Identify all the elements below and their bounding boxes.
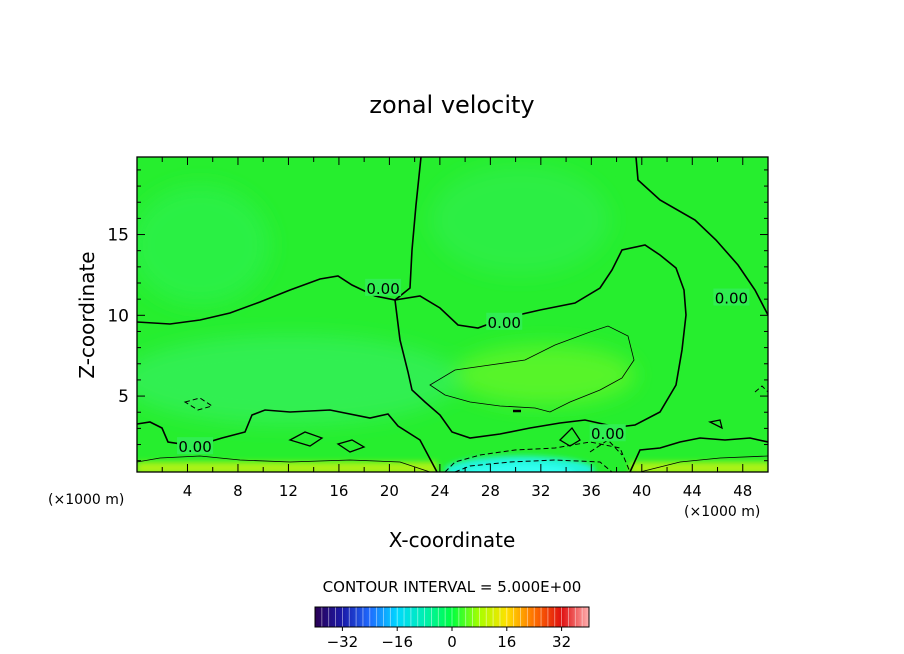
colorbar-ticks: −32 −16 0 16 32 — [327, 627, 571, 651]
plot-frame — [136, 156, 769, 473]
contour-label-backdrop — [365, 278, 402, 296]
x-tick-label: 44 — [683, 482, 702, 500]
shade-green-yellow — [455, 345, 635, 405]
contour-labels: 0.00 0.00 0.00 0.00 0.00 — [177, 278, 750, 456]
contour-zero-right — [635, 157, 768, 316]
contour-label: 0.00 — [715, 290, 748, 308]
contour-lines — [137, 157, 768, 472]
y-tick-label: 15 — [107, 226, 129, 246]
colorbar-tick-label: 16 — [497, 633, 516, 651]
contour-label: 0.00 — [591, 425, 624, 443]
x-tick-label: 36 — [582, 482, 601, 500]
x-tick-label: 40 — [632, 482, 651, 500]
x-axis-label: X-coordinate — [389, 528, 516, 552]
contour-interval-text: CONTOUR INTERVAL = 5.000E+00 — [323, 578, 582, 596]
contour-zero-islands — [288, 419, 723, 453]
shade-upper-left — [137, 185, 270, 305]
shade-ground-right — [630, 462, 768, 472]
x-tick-label: 20 — [380, 482, 399, 500]
x-tick-label: 28 — [481, 482, 500, 500]
contour-zero-center — [394, 244, 687, 429]
contour-label-backdrop — [713, 288, 750, 306]
contour-zero-low-left — [137, 409, 438, 472]
z-unit-label: (×1000 m) — [684, 504, 760, 520]
colorbar-tick-label: −16 — [381, 633, 413, 651]
shade-upper-center — [430, 165, 610, 275]
colorbar-tick-label: 32 — [552, 633, 571, 651]
contour-label-backdrop — [177, 437, 214, 455]
x-tick-label: 48 — [733, 482, 752, 500]
shade-mid-band — [137, 335, 460, 425]
x-tick-label: 12 — [279, 482, 298, 500]
x-tick-label: 16 — [329, 482, 348, 500]
colorbar-tick-label: −32 — [327, 633, 359, 651]
x-tick-label: 8 — [233, 482, 243, 500]
contour-zero-left-upper — [137, 157, 422, 325]
contour-zero-lower-center — [394, 299, 613, 439]
plot-area: 0.00 0.00 0.00 0.00 0.00 — [137, 157, 768, 472]
y-tick-label: 10 — [107, 306, 129, 326]
shade-cyan-core — [465, 464, 575, 472]
contour-label-backdrop — [486, 312, 523, 330]
x-tick-label: 4 — [183, 482, 193, 500]
contour-label: 0.00 — [178, 438, 211, 456]
colorbar: −32 −16 0 16 32 — [314, 606, 590, 651]
contour-label-backdrop — [589, 424, 626, 442]
contour-label: 0.00 — [488, 314, 521, 332]
y-axis-label: Z-coordinate — [75, 251, 99, 378]
contour-label: 0.00 — [366, 280, 399, 298]
x-unit-label: (×1000 m) — [48, 492, 124, 508]
x-tick-label: 32 — [531, 482, 550, 500]
contour-positive-5 — [429, 325, 635, 413]
contour-zero-low-right — [629, 437, 768, 472]
field-extremes — [137, 456, 768, 472]
contour-positive-low — [137, 455, 768, 472]
chart-title: zonal velocity — [369, 91, 534, 119]
x-axis-ticks: 4 8 12 16 20 24 28 32 36 40 44 48 — [161, 157, 752, 500]
y-axis-ticks: 5 10 15 — [107, 169, 768, 462]
field-shading — [137, 165, 635, 425]
colorbar-stripes — [321, 607, 583, 627]
x-tick-label: 24 — [430, 482, 449, 500]
colorbar-tick-label: 0 — [447, 633, 457, 651]
y-tick-label: 5 — [118, 387, 129, 407]
shade-ground-left — [137, 462, 437, 472]
